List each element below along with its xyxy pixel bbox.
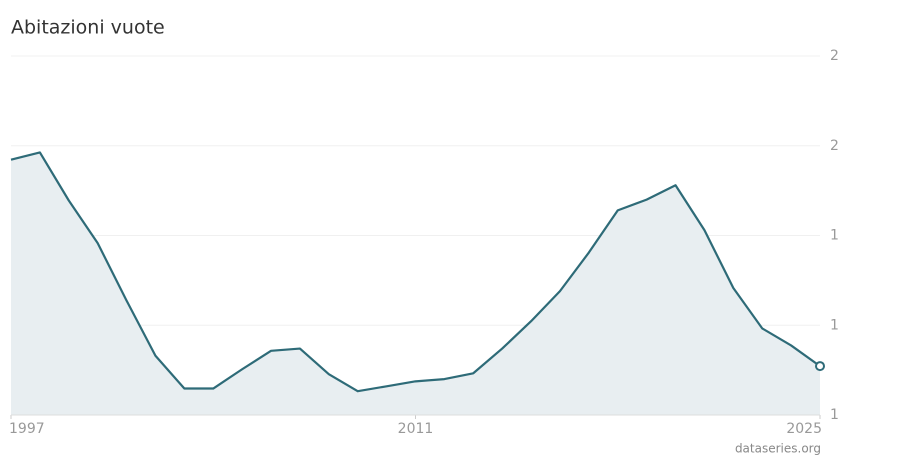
y-tick-label: 1 [830,407,839,423]
x-tick-label: 2011 [398,421,434,437]
area [11,152,820,415]
x-tick-label: 2025 [786,421,822,437]
y-tick-label: 1 [830,228,839,244]
x-tick-label: 1997 [9,421,45,437]
chart-title: Abitazioni vuote [11,17,165,39]
end-marker [815,361,825,372]
y-tick-label: 2 [830,48,839,64]
line [10,151,821,393]
y-tick-label: 2 [830,138,839,154]
y-tick-label: 1 [830,317,839,333]
source: dataseries.org [735,442,821,456]
